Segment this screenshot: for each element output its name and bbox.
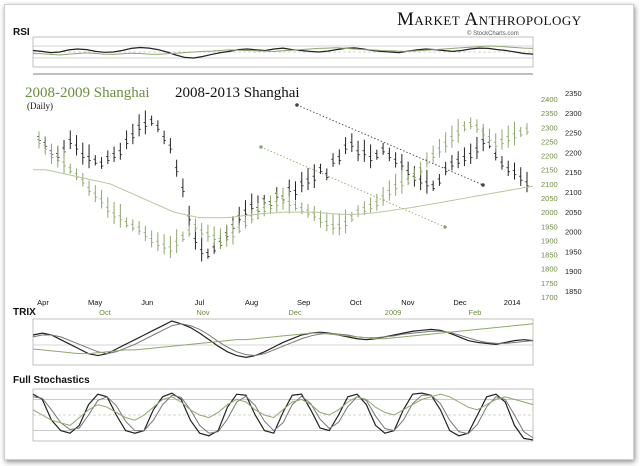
- trix-line-0: [32, 320, 534, 359]
- x-label-top-4: Aug: [245, 298, 258, 307]
- x-label-bottom-3: 2009: [385, 308, 402, 317]
- y-left-tick-2150: 2150: [541, 166, 558, 175]
- title-2013: 2008-2013 Shanghai: [175, 85, 300, 101]
- y-left-tick-1900: 1900: [541, 236, 558, 245]
- brand-name: Market Anthropology: [397, 9, 582, 30]
- panel-label-trix: TRIX: [13, 307, 36, 318]
- x-label-top-3: Jul: [195, 298, 205, 307]
- stoch-line-1: [32, 394, 534, 439]
- trix-line-1: [32, 323, 534, 357]
- rsi-line-1: [32, 45, 534, 56]
- subtitle: (Daily): [27, 101, 53, 111]
- x-label-top-2: Jun: [141, 298, 153, 307]
- brand-credit: © StockCharts.com: [467, 31, 519, 37]
- trendline-lower-end: [443, 225, 447, 229]
- stoch-line-0: [32, 392, 534, 441]
- trendline-upper-start: [295, 103, 299, 107]
- y-left-tick-1850: 1850: [541, 251, 558, 260]
- y-right-tick-2200: 2200: [565, 148, 582, 157]
- trendline-lower-start: [259, 145, 263, 149]
- x-label-top-0: Apr: [37, 298, 49, 307]
- price-ma-line: [33, 169, 534, 219]
- trix-line-2: [32, 323, 534, 355]
- y-left-tick-1950: 1950: [541, 222, 558, 231]
- trendline-lower-2008: [260, 146, 446, 228]
- title-2008: 2008-2009 Shanghai: [25, 85, 150, 101]
- y-left-tick-2400: 2400: [541, 95, 558, 104]
- y-right-tick-2300: 2300: [565, 109, 582, 118]
- y-right-tick-1850: 1850: [565, 287, 582, 296]
- x-label-top-1: May: [88, 298, 102, 307]
- y-right-tick-1950: 1950: [565, 247, 582, 256]
- x-label-top-5: Sep: [297, 298, 310, 307]
- y-right-tick-2100: 2100: [565, 188, 582, 197]
- x-label-top-9: 2014: [504, 298, 521, 307]
- y-right-tick-2000: 2000: [565, 228, 582, 237]
- trendline-upper-end: [481, 183, 485, 187]
- x-label-top-6: Oct: [350, 298, 363, 307]
- x-label-top-7: Nov: [401, 298, 415, 307]
- y-left-tick-2250: 2250: [541, 137, 558, 146]
- y-left-tick-2350: 2350: [541, 109, 558, 118]
- x-label-bottom-1: Nov: [196, 308, 210, 317]
- stoch-line-2: [32, 393, 534, 426]
- y-left-tick-2000: 2000: [541, 208, 558, 217]
- y-left-tick-1750: 1750: [541, 279, 558, 288]
- panel-label-stochastics: Full Stochastics: [13, 375, 90, 386]
- x-label-bottom-4: Feb: [469, 308, 482, 317]
- x-label-top-8: Dec: [453, 298, 467, 307]
- trendline-upper-2013: [296, 104, 484, 186]
- brand-title: Market Anthropology: [397, 9, 582, 31]
- y-left-tick-2300: 2300: [541, 123, 558, 132]
- y-left-tick-2200: 2200: [541, 152, 558, 161]
- chart-canvas: 2400 2350 2300 2250 2200 2150 2100 2050 2000 1950…: [32, 36, 582, 442]
- rsi-line-0: [32, 46, 534, 59]
- y-left-tick-2050: 2050: [541, 194, 558, 203]
- x-label-bottom-2: Dec: [288, 308, 302, 317]
- y-left-tick-2100: 2100: [541, 180, 558, 189]
- trix-panel-border: [32, 318, 534, 366]
- chart-frame: 2400 2350 2300 2250 2200 2150 2100 2050 2000 1950…: [4, 4, 634, 460]
- y-right-tick-2150: 2150: [565, 168, 582, 177]
- panel-label-rsi: RSI: [13, 27, 30, 38]
- y-left-tick-1700: 1700: [541, 293, 558, 302]
- y-right-tick-2250: 2250: [565, 129, 582, 138]
- y-right-tick-2050: 2050: [565, 208, 582, 217]
- y-left-tick-1800: 1800: [541, 265, 558, 274]
- y-right-tick-2350: 2350: [565, 89, 582, 98]
- y-right-tick-1900: 1900: [565, 267, 582, 276]
- x-label-bottom-0: Oct: [99, 308, 112, 317]
